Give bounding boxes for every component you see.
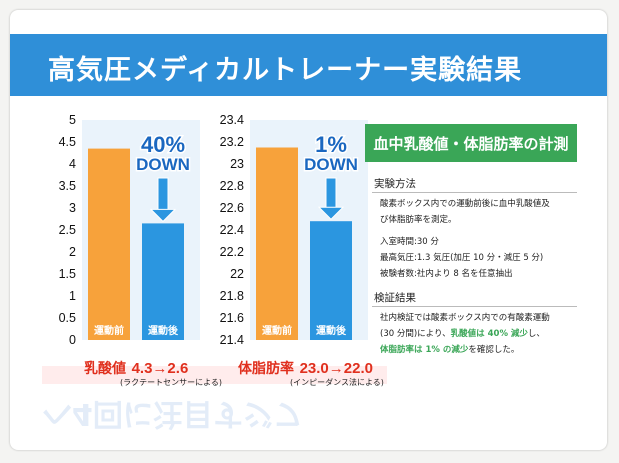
result-title: 検証結果 bbox=[374, 292, 416, 304]
down-arrow-head bbox=[317, 206, 345, 220]
result-line-3: 体脂肪率は 1% の減少を確認した。 bbox=[380, 342, 519, 358]
y-tick-label: 22.2 bbox=[220, 245, 244, 259]
pressure-line: 最高気圧:1.3 気圧(加圧 10 分・減圧 5 分) bbox=[380, 253, 544, 263]
y-tick-label: 2 bbox=[69, 245, 76, 259]
method-line-2: び体脂肪率を測定。 bbox=[380, 215, 457, 225]
body-fat-chart: 21.4 21.6 21.8 22 22.2 22.4 22.6 22.8 23 23.2 23.4… bbox=[220, 113, 368, 347]
lactate-reduction-highlight: 乳酸値は 40% 減少 bbox=[450, 329, 528, 339]
lactate-chart: 0 0.5 1 1.5 2 2.5 3 3.5 4 4.5 5 運動前 運動後 40%DOWN bbox=[59, 113, 200, 347]
result-line-2: (30 分間)により、乳酸値は 40% 減少し、 bbox=[380, 326, 545, 342]
y-tick-label: 1 bbox=[69, 289, 76, 303]
y-tick-label: 22.8 bbox=[220, 179, 244, 193]
down-arrow-head bbox=[149, 208, 177, 223]
caption-highlight-band bbox=[42, 366, 387, 384]
bar-after bbox=[310, 221, 352, 340]
y-tick-label: 21.4 bbox=[220, 333, 244, 347]
lactate-method-note: (ラクテートセンサーによる) bbox=[120, 378, 223, 387]
slide: ヘ4回に注目すジフ 高気圧メディカルトレーナー実験結果 0 0.5 1 1.5 2 2.5… bbox=[10, 10, 607, 450]
body-fat-caption-name: 体脂肪率 bbox=[238, 361, 294, 377]
down-arrow-shaft bbox=[325, 177, 337, 210]
y-tick-label: 3.5 bbox=[59, 179, 76, 193]
category-label: 運動前 bbox=[94, 324, 124, 337]
category-label: 運動後 bbox=[316, 324, 347, 337]
result-line-2-end: し、 bbox=[527, 329, 545, 339]
y-tick-label: 5 bbox=[69, 113, 76, 127]
subjects-line: 被験者数:社内より 8 名を任意抽出 bbox=[380, 269, 513, 279]
body-fat-method-note: (インピーダンス法による) bbox=[290, 378, 384, 387]
y-tick-label: 22.4 bbox=[220, 223, 244, 237]
y-tick-label: 4 bbox=[69, 157, 76, 171]
y-tick-label: 23.4 bbox=[220, 113, 244, 127]
y-tick-label: 22 bbox=[230, 267, 244, 281]
change-percent: 1% bbox=[315, 132, 347, 157]
panel-heading-bar: 血中乳酸値・体脂肪率の計測 bbox=[365, 124, 577, 162]
bleed-through-text: ヘ4回に注目すジフ bbox=[42, 396, 303, 431]
y-tick-label: 2.5 bbox=[59, 223, 76, 237]
bar-before bbox=[88, 148, 130, 340]
result-line-3-end: を確認した。 bbox=[468, 345, 520, 355]
time-line: 入室時間:30 分 bbox=[380, 237, 439, 247]
y-tick-label: 3 bbox=[69, 201, 76, 215]
change-percent: 40% bbox=[141, 132, 185, 157]
lactate-caption-name: 乳酸値 bbox=[84, 361, 126, 377]
page-title: 高気圧メディカルトレーナー実験結果 bbox=[48, 55, 523, 86]
method-divider bbox=[372, 192, 577, 193]
down-arrow-shaft bbox=[157, 177, 169, 212]
result-divider bbox=[372, 306, 577, 307]
method-line-1: 酸素ボックス内での運動前後に血中乳酸値及 bbox=[380, 199, 550, 209]
change-word: DOWN bbox=[304, 155, 358, 174]
lactate-caption-values: 4.3→2.6 bbox=[131, 360, 189, 377]
result-line-2-start: (30 分間)により、 bbox=[380, 329, 451, 339]
y-tick-label: 0 bbox=[69, 333, 76, 347]
y-tick-label: 0.5 bbox=[59, 311, 76, 325]
body-fat-caption-values: 23.0→22.0 bbox=[299, 360, 373, 377]
y-tick-label: 1.5 bbox=[59, 267, 76, 281]
change-word: DOWN bbox=[136, 155, 190, 174]
y-tick-label: 23.2 bbox=[220, 135, 244, 149]
method-title: 実験方法 bbox=[374, 178, 416, 190]
panel-heading: 血中乳酸値・体脂肪率の計測 bbox=[373, 135, 569, 153]
category-label: 運動前 bbox=[262, 324, 292, 337]
bar-before bbox=[256, 147, 298, 340]
title-bar: 高気圧メディカルトレーナー実験結果 bbox=[10, 34, 607, 96]
y-tick-label: 21.6 bbox=[220, 311, 244, 325]
body-fat-reduction-highlight: 体脂肪率は 1% の減少 bbox=[380, 345, 469, 355]
y-tick-label: 21.8 bbox=[220, 289, 244, 303]
category-label: 運動後 bbox=[148, 324, 179, 337]
result-line-1: 社内検証では酸素ボックス内での有酸素運動 bbox=[380, 313, 550, 323]
lactate-caption: 乳酸値 4.3→2.6 bbox=[84, 358, 188, 378]
body-fat-caption: 体脂肪率 23.0→22.0 bbox=[238, 358, 373, 378]
y-tick-label: 22.6 bbox=[220, 201, 244, 215]
y-tick-label: 4.5 bbox=[59, 135, 76, 149]
y-tick-label: 23 bbox=[230, 157, 244, 171]
bar-after bbox=[142, 223, 184, 340]
